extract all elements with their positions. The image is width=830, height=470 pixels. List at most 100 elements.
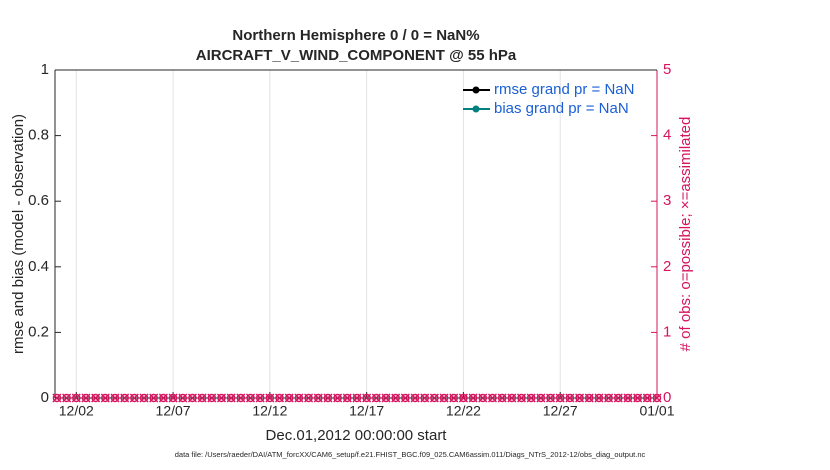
- marker-circle: [565, 393, 575, 403]
- marker-circle: [468, 393, 478, 403]
- marker-cross: [294, 393, 304, 403]
- x-tick-label: 12/27: [543, 403, 578, 419]
- marker-cross: [178, 393, 188, 403]
- marker-cross: [226, 393, 236, 403]
- y-tick-label: 1: [41, 61, 49, 78]
- marker-cross: [245, 393, 256, 403]
- marker-cross: [275, 393, 285, 403]
- marker-cross: [633, 393, 643, 403]
- marker-cross: [236, 393, 246, 403]
- marker-cross: [391, 393, 401, 403]
- marker-cross: [333, 393, 343, 403]
- marker-circle: [246, 393, 255, 403]
- marker-circle: [81, 393, 91, 403]
- y2-tick-label: 2: [663, 258, 671, 275]
- marker-circle: [459, 393, 468, 403]
- marker-cross: [207, 393, 217, 403]
- y2-tick-label: 5: [663, 61, 671, 78]
- marker-circle: [236, 393, 246, 403]
- marker-circle: [333, 393, 342, 403]
- legend-label: rmse grand pr = NaN: [494, 81, 634, 98]
- marker-circle: [536, 393, 546, 403]
- marker-cross: [623, 393, 633, 403]
- marker-cross: [91, 393, 101, 403]
- marker-cross: [265, 393, 275, 403]
- marker-cross: [497, 393, 507, 403]
- marker-circle: [449, 393, 459, 403]
- marker-cross: [458, 393, 468, 403]
- marker-cross: [323, 393, 333, 403]
- marker-cross: [507, 393, 517, 403]
- marker-circle: [226, 393, 236, 403]
- y-tick-label: 0.2: [28, 323, 49, 340]
- marker-circle: [362, 393, 371, 403]
- marker-cross: [81, 393, 91, 403]
- legend-marker: [472, 105, 480, 113]
- marker-cross: [187, 393, 197, 403]
- marker-cross: [352, 393, 362, 403]
- y2-tick-label: 4: [663, 127, 671, 144]
- marker-cross: [400, 393, 410, 403]
- x-tick-label: 12/22: [446, 403, 481, 419]
- legend-marker: [472, 86, 480, 94]
- marker-cross: [71, 393, 81, 403]
- marker-circle: [420, 393, 429, 403]
- x-axis-label: Dec.01,2012 00:00:00 start: [266, 427, 448, 444]
- y-tick-label: 0.4: [28, 258, 49, 275]
- marker-circle: [314, 393, 323, 403]
- marker-circle: [62, 393, 71, 403]
- legend-label: bias grand pr = NaN: [494, 100, 629, 117]
- marker-cross: [429, 393, 439, 403]
- marker-circle: [168, 393, 178, 403]
- marker-circle: [575, 393, 584, 403]
- marker-circle: [159, 393, 168, 403]
- marker-circle: [284, 393, 294, 403]
- marker-cross: [449, 393, 459, 403]
- marker-circle: [178, 393, 188, 403]
- marker-cross: [100, 393, 110, 403]
- marker-circle: [130, 393, 139, 403]
- marker-cross: [381, 393, 391, 403]
- marker-circle: [633, 393, 642, 403]
- marker-cross: [120, 393, 130, 403]
- marker-circle: [217, 393, 226, 403]
- marker-cross: [216, 393, 226, 403]
- y-axis-label: rmse and bias (model - observation): [10, 114, 27, 354]
- marker-cross: [565, 393, 575, 403]
- marker-circle: [304, 393, 313, 403]
- marker-cross: [536, 393, 546, 403]
- marker-cross: [526, 393, 536, 403]
- marker-circle: [265, 393, 275, 403]
- marker-circle: [585, 393, 594, 403]
- marker-circle: [149, 393, 158, 403]
- x-tick-label: 12/02: [59, 403, 94, 419]
- y2-tick-label: 0: [663, 389, 671, 406]
- marker-circle: [323, 393, 333, 403]
- marker-cross: [110, 393, 120, 403]
- marker-cross: [168, 393, 178, 403]
- marker-circle: [604, 393, 613, 403]
- marker-cross: [439, 393, 449, 403]
- marker-circle: [546, 393, 555, 403]
- marker-circle: [110, 393, 120, 403]
- marker-circle: [275, 393, 284, 403]
- y-tick-label: 0: [41, 389, 49, 406]
- marker-cross: [420, 393, 430, 403]
- marker-circle: [294, 393, 304, 403]
- marker-cross: [139, 393, 149, 403]
- marker-cross: [478, 393, 488, 403]
- marker-circle: [430, 393, 439, 403]
- marker-cross: [304, 393, 314, 403]
- marker-cross: [546, 393, 556, 403]
- marker-circle: [555, 393, 565, 403]
- x-tick-label: 12/07: [156, 403, 191, 419]
- marker-circle: [120, 393, 129, 403]
- marker-cross: [604, 393, 614, 403]
- x-tick-label: 12/17: [349, 403, 384, 419]
- marker-circle: [652, 393, 662, 403]
- chart-title: Northern Hemisphere 0 / 0 = NaN%: [232, 27, 479, 44]
- marker-cross: [313, 393, 323, 403]
- y-tick-label: 0.8: [28, 127, 49, 144]
- marker-circle: [188, 393, 197, 403]
